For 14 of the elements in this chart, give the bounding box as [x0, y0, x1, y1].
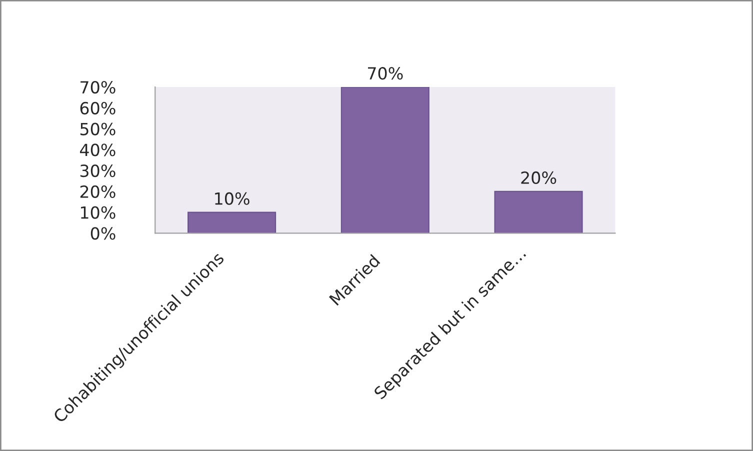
- bar: [188, 212, 276, 234]
- y-tick-label: 0%: [90, 227, 116, 240]
- y-tick-label: 70%: [80, 81, 116, 94]
- bar: [340, 87, 430, 234]
- y-tick-label: 10%: [81, 206, 116, 219]
- data-label: 10%: [215, 192, 250, 205]
- bar: [494, 190, 583, 234]
- data-label: 70%: [368, 67, 403, 80]
- y-tick-label: 50%: [80, 122, 116, 136]
- y-tick-label: 40%: [80, 144, 116, 156]
- data-label: 20%: [521, 171, 556, 184]
- y-tick-label: 20%: [80, 185, 116, 198]
- y-tick-label: 30%: [80, 164, 116, 178]
- y-tick-label: 60%: [80, 102, 116, 114]
